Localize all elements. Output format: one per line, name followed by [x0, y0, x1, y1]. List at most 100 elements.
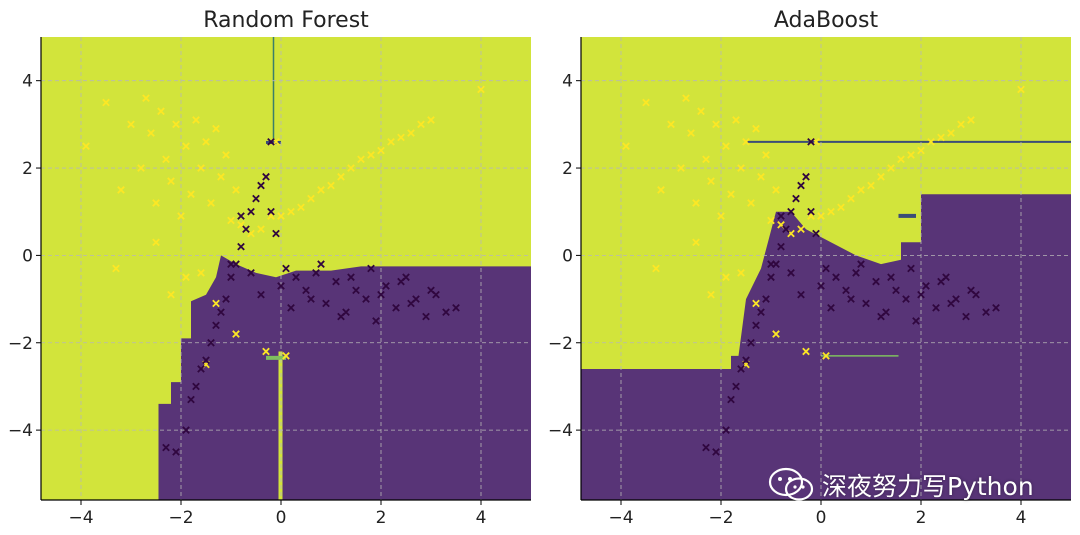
point-class-0: [187, 395, 195, 404]
point-class-0: [712, 448, 720, 456]
point-class-0: [397, 277, 405, 286]
point-class-1: [772, 330, 780, 338]
point-class-1: [427, 116, 435, 124]
point-class-1: [712, 120, 720, 129]
point-class-0: [267, 137, 275, 146]
point-class-1: [227, 216, 235, 225]
point-class-0: [442, 308, 450, 317]
point-class-0: [337, 312, 345, 321]
boundary-strip: [266, 355, 286, 360]
point-class-1: [967, 116, 975, 124]
point-class-0: [777, 242, 785, 251]
point-class-1: [387, 137, 395, 146]
point-class-1: [282, 352, 290, 360]
point-class-0: [172, 448, 180, 456]
point-class-0: [162, 443, 170, 452]
point-class-1: [337, 172, 345, 181]
point-class-1: [142, 94, 150, 102]
point-class-1: [752, 299, 760, 308]
point-class-0: [317, 260, 325, 268]
point-class-0: [807, 137, 815, 146]
x-tick-label: 2: [916, 508, 927, 528]
point-class-1: [767, 216, 775, 225]
point-class-1: [747, 199, 755, 207]
point-class-1: [682, 94, 690, 102]
x-tick-label: 0: [816, 508, 827, 528]
point-class-0: [932, 303, 940, 312]
point-class-1: [722, 142, 730, 151]
y-tick-label: −4: [548, 421, 573, 441]
point-class-1: [367, 151, 375, 159]
x-tick-label: 4: [1016, 508, 1027, 528]
point-class-1: [187, 190, 195, 199]
region-class-0: [581, 194, 1071, 500]
point-class-1: [762, 151, 770, 159]
point-class-1: [737, 164, 745, 172]
point-class-1: [772, 186, 780, 194]
point-class-1: [622, 142, 630, 151]
point-class-1: [152, 199, 160, 207]
point-class-1: [847, 194, 855, 203]
point-class-0: [747, 338, 755, 347]
y-tick-label: 0: [22, 246, 33, 266]
point-class-0: [827, 303, 835, 312]
point-class-0: [257, 290, 265, 299]
y-tick-label: 4: [22, 72, 33, 92]
point-class-1: [182, 142, 190, 151]
point-class-1: [642, 98, 650, 107]
point-class-0: [362, 295, 370, 303]
point-class-1: [127, 120, 135, 129]
point-class-0: [237, 212, 245, 220]
point-class-0: [322, 299, 330, 308]
point-class-0: [292, 273, 300, 282]
point-class-0: [767, 260, 775, 268]
chart-title: AdaBoost: [774, 8, 879, 33]
point-class-1: [232, 330, 240, 338]
point-class-1: [357, 155, 365, 164]
point-class-0: [947, 299, 955, 308]
point-class-0: [862, 299, 870, 308]
point-class-0: [207, 338, 215, 347]
point-class-0: [782, 225, 790, 234]
point-class-0: [272, 229, 280, 238]
point-class-1: [377, 146, 385, 155]
x-tick-label: −2: [168, 508, 193, 528]
point-class-0: [847, 295, 855, 303]
point-class-1: [917, 146, 925, 155]
point-class-1: [307, 194, 315, 203]
y-tick-label: 2: [22, 159, 33, 179]
x-tick-label: 2: [376, 508, 387, 528]
point-class-1: [817, 212, 825, 220]
point-class-0: [757, 308, 765, 317]
point-class-0: [797, 181, 805, 190]
point-class-0: [852, 269, 860, 277]
point-class-1: [162, 155, 170, 164]
region-class-0: [158, 255, 531, 500]
point-class-1: [722, 273, 730, 282]
point-class-1: [927, 137, 935, 146]
y-tick-label: 4: [562, 72, 573, 92]
x-tick-label: −4: [608, 508, 633, 528]
point-class-1: [257, 225, 265, 234]
point-class-1: [827, 207, 835, 216]
x-tick-label: −4: [68, 508, 93, 528]
y-tick-label: −2: [548, 334, 573, 354]
point-class-1: [82, 142, 90, 151]
point-class-0: [247, 207, 255, 216]
point-class-0: [702, 443, 710, 452]
point-class-0: [842, 286, 850, 295]
point-class-0: [767, 273, 775, 282]
point-class-0: [857, 260, 865, 268]
point-class-0: [247, 269, 255, 277]
point-class-0: [807, 207, 815, 216]
point-class-0: [367, 264, 375, 273]
point-class-0: [267, 207, 275, 216]
point-class-1: [277, 212, 285, 220]
point-class-0: [227, 260, 235, 268]
point-class-0: [937, 277, 945, 286]
point-class-1: [287, 207, 295, 216]
point-class-0: [257, 181, 265, 190]
point-class-1: [112, 264, 120, 273]
point-class-0: [907, 264, 915, 273]
point-class-0: [982, 308, 990, 317]
